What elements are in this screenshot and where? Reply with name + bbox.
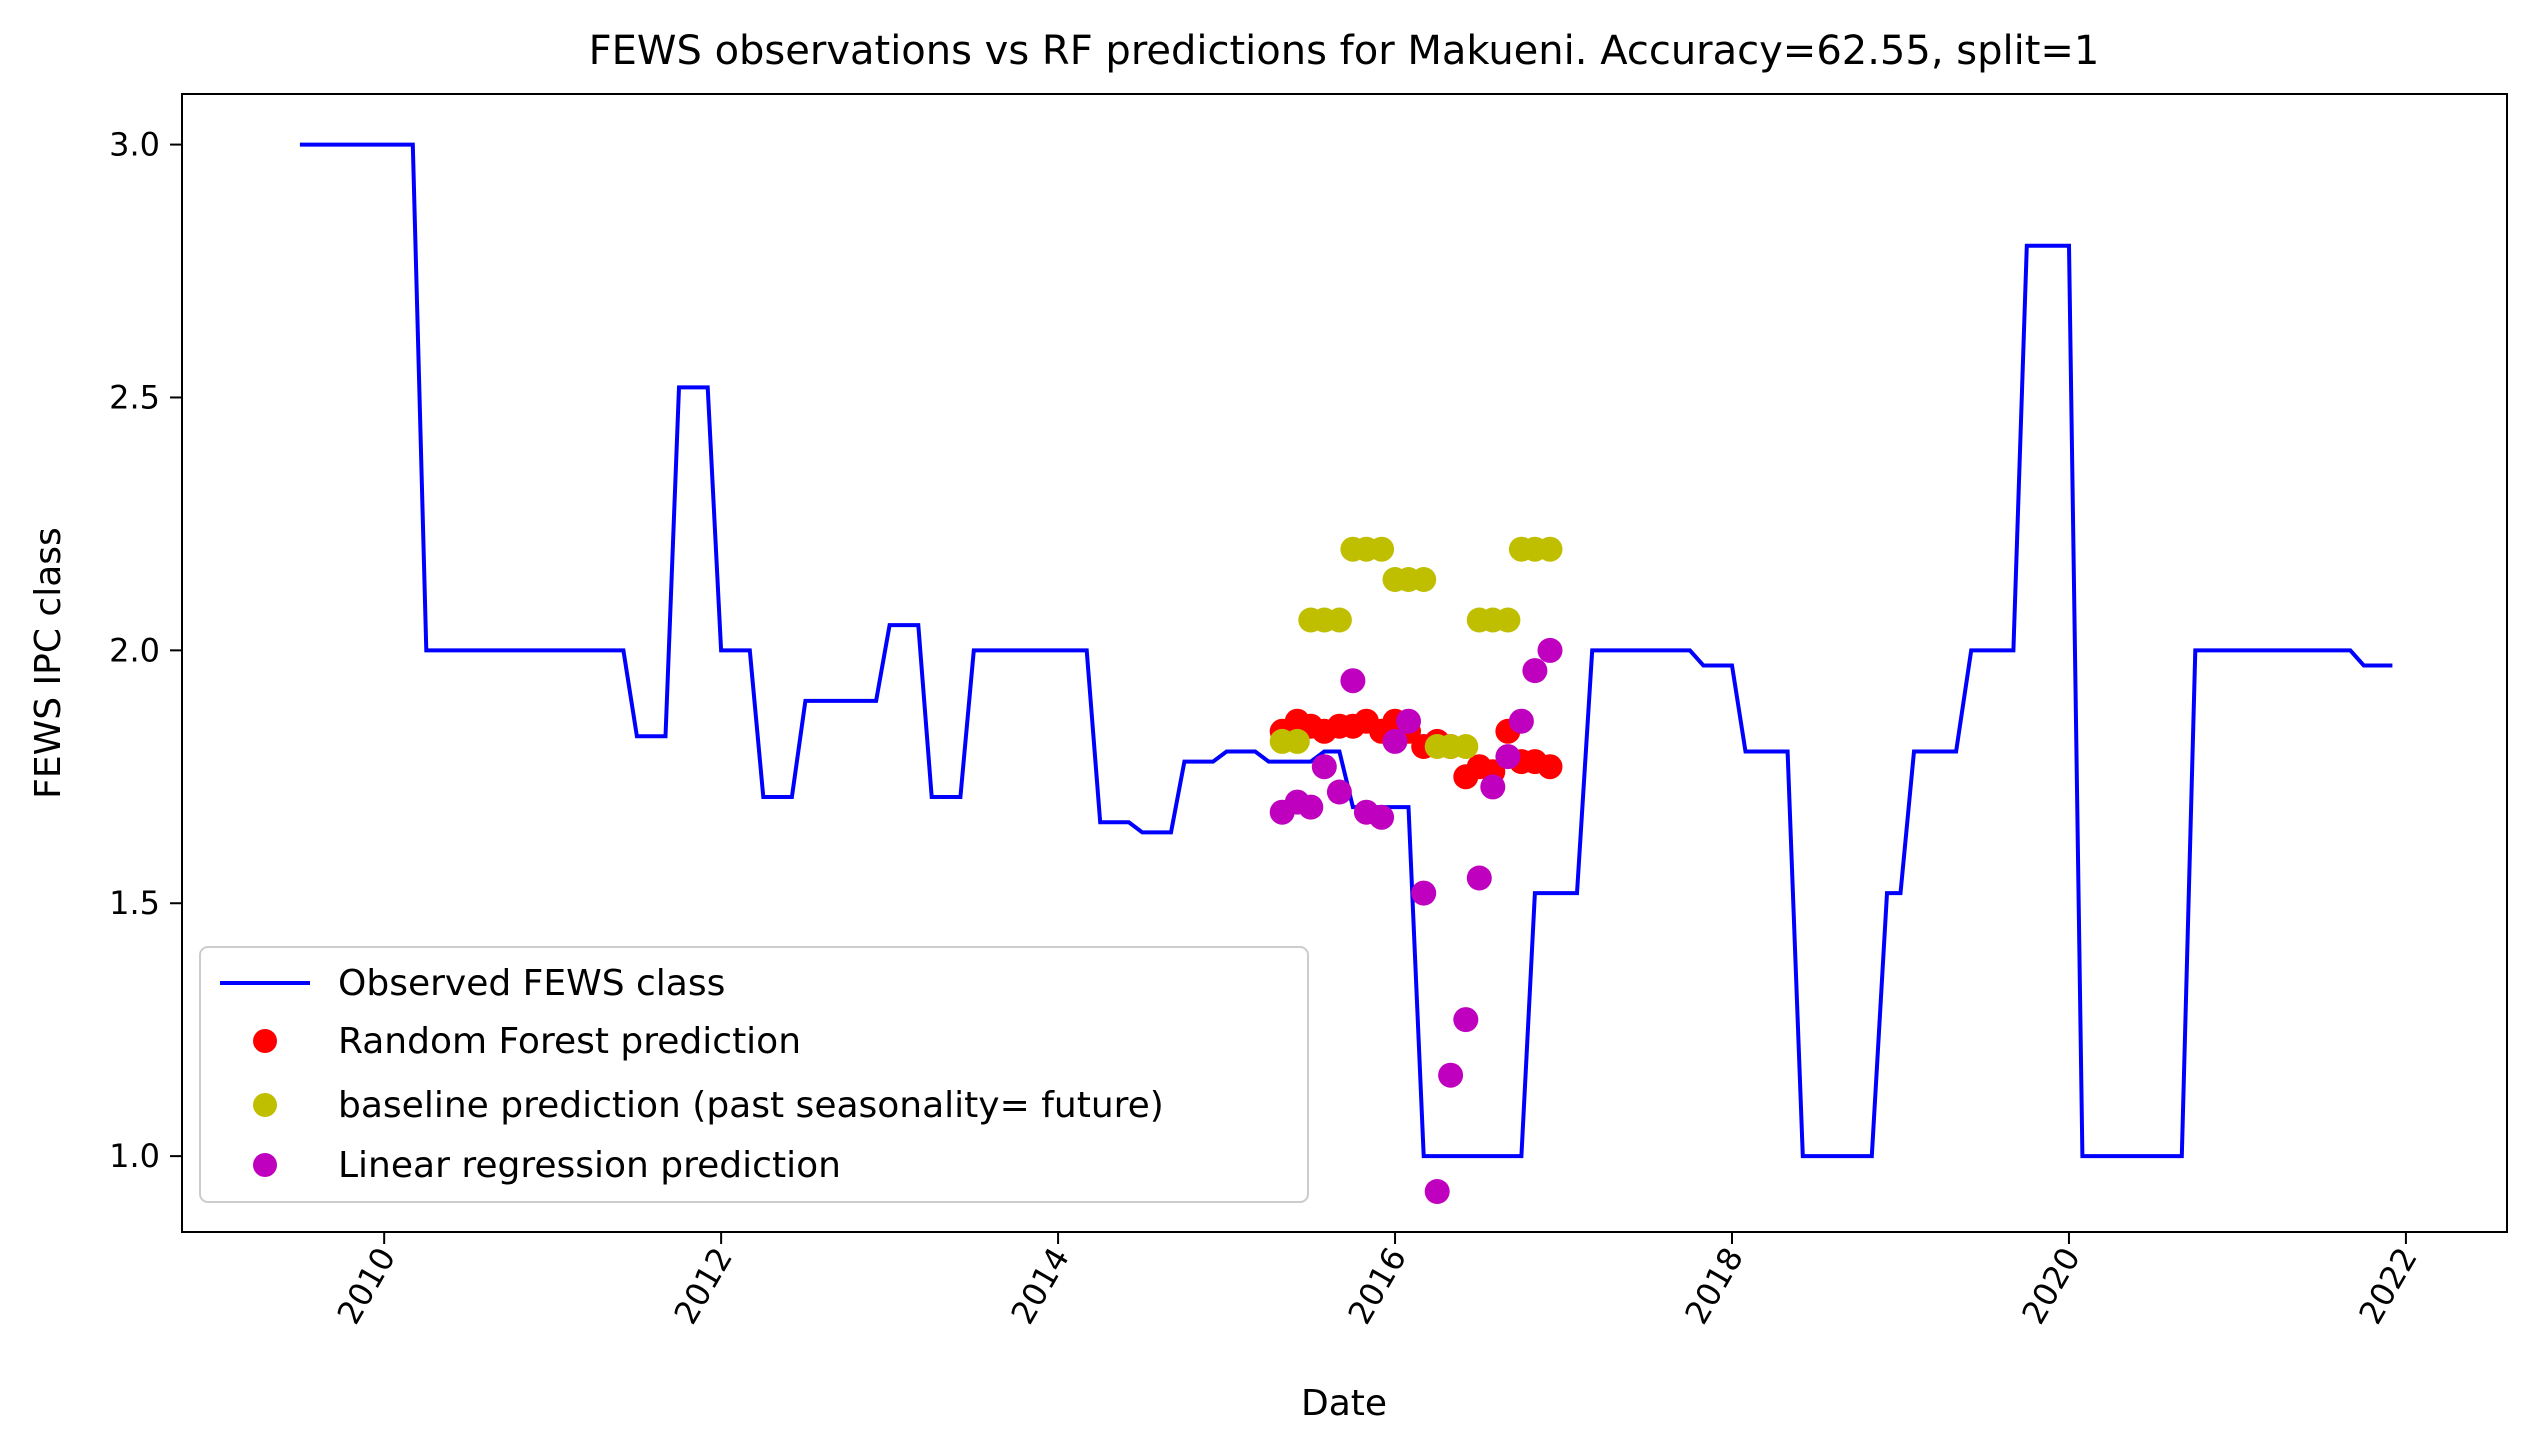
series-markers-1 (1269, 708, 1563, 790)
legend-label-linear-regression: Linear regression prediction (338, 1145, 841, 1186)
data-point (1369, 804, 1395, 830)
legend-frame (199, 946, 1309, 1203)
legend-swatch-random-forest-marker (253, 1029, 277, 1053)
x-tick-label: 2010 (329, 1241, 403, 1331)
x-axis-label: Date (1301, 1383, 1387, 1424)
x-axis: 2010 2012 2014 2016 2018 2020 2022 (329, 1232, 2425, 1331)
x-tick-label: 2014 (1003, 1241, 1077, 1331)
plot-frame (181, 93, 2508, 1233)
series-markers-2 (1269, 536, 1563, 759)
legend-label-random-forest: Random Forest prediction (338, 1021, 801, 1062)
y-tick-label: 1.0 (109, 1137, 160, 1175)
x-tick-label: 2020 (2014, 1241, 2088, 1331)
data-point (1411, 880, 1437, 906)
chart-title: FEWS observations vs RF predictions for … (589, 28, 2100, 74)
data-point (1298, 794, 1324, 820)
data-point (1453, 734, 1479, 759)
y-tick-label: 2.0 (109, 631, 160, 669)
data-point (1424, 1179, 1450, 1204)
y-tick-label: 2.5 (109, 378, 160, 416)
data-point (1495, 607, 1521, 633)
data-point (1396, 708, 1421, 734)
data-point (1311, 754, 1337, 780)
y-tick-label: 1.5 (109, 884, 160, 922)
data-point (1466, 865, 1492, 891)
data-point (1480, 774, 1506, 800)
data-point (1369, 536, 1395, 562)
plot-area (181, 93, 2508, 1233)
legend-label-observed: Observed FEWS class (338, 963, 725, 1004)
legend-swatch-baseline-marker (253, 1093, 277, 1117)
data-point (1284, 728, 1310, 754)
y-axis: 1.0 1.5 2.0 2.5 3.0 (109, 126, 182, 1175)
data-point (1438, 1062, 1464, 1088)
legend: Observed FEWS class Random Forest predic… (199, 946, 1309, 1203)
data-point (1326, 779, 1352, 805)
x-tick-label: 2016 (1340, 1241, 1414, 1331)
x-tick-label: 2022 (2351, 1241, 2425, 1331)
data-point (1382, 728, 1408, 754)
series-markers-3 (1269, 637, 1563, 1204)
legend-label-baseline: baseline prediction (past seasonality= f… (338, 1085, 1164, 1126)
data-point (1453, 1007, 1479, 1033)
data-point (1326, 607, 1352, 633)
data-point (1508, 708, 1534, 734)
data-point (1495, 744, 1521, 770)
data-point (1411, 567, 1437, 592)
y-tick-label: 3.0 (109, 126, 160, 164)
x-tick-label: 2018 (1677, 1241, 1751, 1331)
data-point (1340, 668, 1366, 694)
data-point (1522, 658, 1548, 684)
legend-swatch-linear-regression-marker (253, 1153, 277, 1177)
x-tick-label: 2012 (666, 1241, 740, 1331)
data-point (1537, 637, 1563, 663)
y-axis-label: FEWS IPC class (28, 527, 69, 799)
data-point (1537, 754, 1563, 780)
series-layer (299, 142, 2393, 1204)
data-point (1537, 536, 1563, 562)
